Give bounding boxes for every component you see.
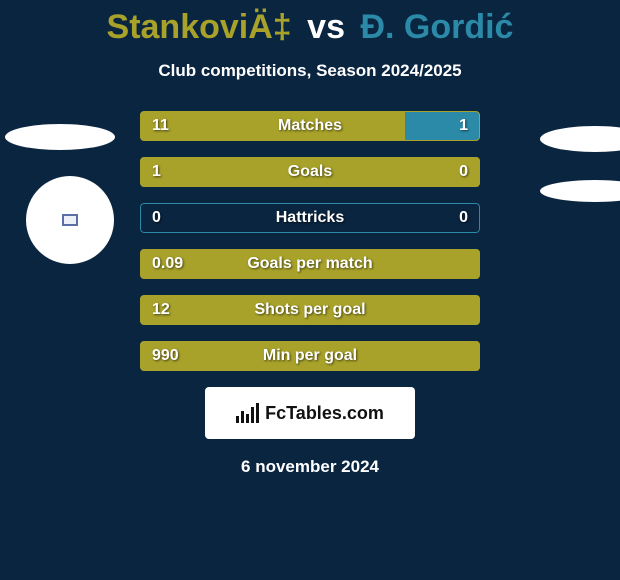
- stat-label: Shots per goal: [140, 295, 480, 325]
- footer-date: 6 november 2024: [0, 457, 620, 477]
- logo-text: FcTables.com: [265, 403, 384, 424]
- fctables-logo: FcTables.com: [205, 387, 415, 439]
- stats-chart: 111Matches 10Goals 00Hattricks 0.09Goals pe…: [140, 111, 480, 371]
- player2-name: Đ. Gordić: [360, 8, 513, 46]
- stat-label: Goals: [140, 157, 480, 187]
- player1-name: StankoviÄ‡: [107, 8, 292, 46]
- stat-row: 00Hattricks: [140, 203, 480, 233]
- stat-row: 0.09Goals per match: [140, 249, 480, 279]
- decor-circle: [26, 176, 114, 264]
- stat-label: Matches: [140, 111, 480, 141]
- stat-label: Goals per match: [140, 249, 480, 279]
- decor-circle-inner-icon: [62, 214, 78, 226]
- decor-oval-left: [5, 124, 115, 150]
- bar-chart-icon: [236, 403, 259, 423]
- decor-oval-right-2: [540, 180, 620, 202]
- subtitle: Club competitions, Season 2024/2025: [0, 61, 620, 81]
- stat-row: 990Min per goal: [140, 341, 480, 371]
- vs-label: vs: [307, 8, 345, 46]
- stat-row: 111Matches: [140, 111, 480, 141]
- comparison-title: StankoviÄ‡ vs Đ. Gordić: [0, 0, 620, 47]
- stat-label: Hattricks: [140, 203, 480, 233]
- stat-label: Min per goal: [140, 341, 480, 371]
- decor-oval-right-1: [540, 126, 620, 152]
- stat-row: 12Shots per goal: [140, 295, 480, 325]
- stat-row: 10Goals: [140, 157, 480, 187]
